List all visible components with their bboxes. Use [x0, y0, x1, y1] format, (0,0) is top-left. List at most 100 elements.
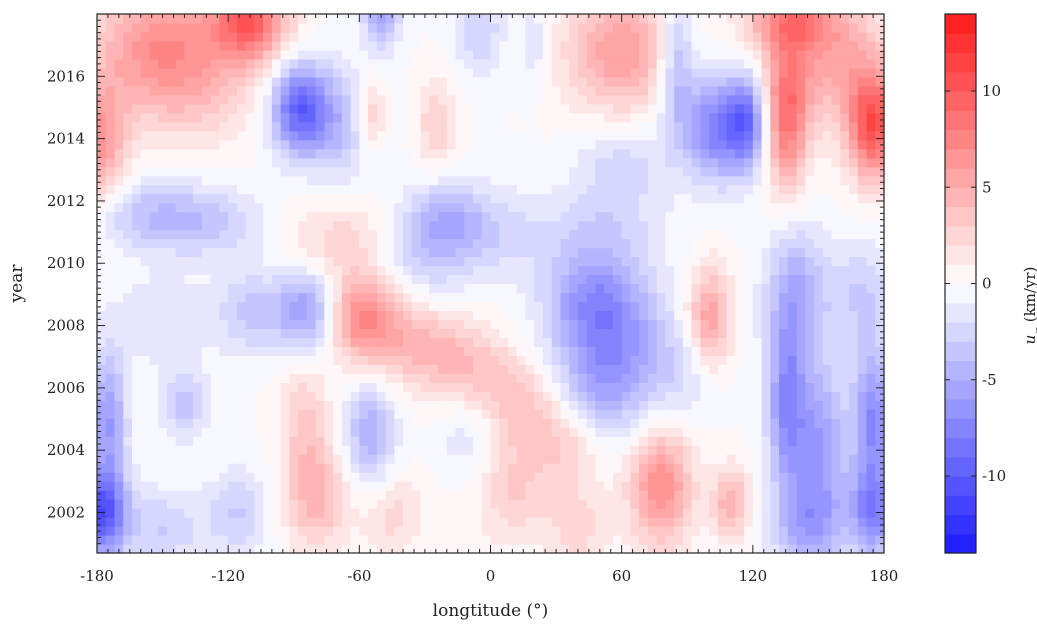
heatmap-cell: [315, 238, 325, 249]
heatmap-cell: [429, 418, 439, 428]
heatmap-cell: [682, 283, 693, 294]
heatmap-cell: [726, 445, 736, 455]
heatmap-cell: [604, 76, 614, 87]
heatmap-cell: [254, 292, 264, 303]
heatmap-cell: [682, 139, 693, 150]
heatmap-cell: [630, 112, 640, 123]
heatmap-cell: [306, 292, 317, 303]
heatmap-cell: [429, 94, 439, 105]
heatmap-cell: [298, 76, 308, 87]
heatmap-cell: [263, 283, 273, 294]
heatmap-cell: [639, 283, 649, 294]
heatmap-cell: [105, 310, 116, 321]
heatmap-cell: [298, 517, 308, 527]
heatmap-cell: [97, 220, 107, 231]
heatmap-cell: [473, 148, 483, 159]
heatmap-cell: [376, 517, 387, 527]
heatmap-cell: [464, 454, 474, 464]
heatmap-cell: [551, 463, 562, 473]
heatmap-cell: [193, 463, 203, 473]
heatmap-cell: [201, 346, 212, 356]
heatmap-cell: [324, 526, 334, 536]
heatmap-cell: [525, 481, 535, 491]
heatmap-cell: [840, 175, 850, 186]
heatmap-cell: [656, 58, 666, 69]
heatmap-cell: [586, 436, 597, 446]
heatmap-cell: [193, 445, 203, 455]
heatmap-cell: [682, 373, 693, 383]
heatmap-cell: [446, 229, 457, 240]
heatmap-cell: [709, 76, 719, 87]
heatmap-cell: [394, 382, 404, 392]
heatmap-cell: [595, 247, 605, 258]
heatmap-cell: [403, 103, 413, 114]
heatmap-cell: [516, 121, 527, 132]
heatmap-cell: [315, 382, 325, 392]
heatmap-cell: [866, 67, 876, 78]
heatmap-cell: [219, 544, 229, 554]
heatmap-cell: [674, 427, 684, 437]
heatmap-cell: [473, 400, 483, 410]
heatmap-cell: [298, 400, 308, 410]
heatmap-cell: [674, 247, 684, 258]
heatmap-cell: [577, 256, 588, 267]
heatmap-cell: [560, 283, 570, 294]
heatmap-cell: [350, 436, 360, 446]
heatmap-cell: [857, 427, 868, 437]
heatmap-cell: [175, 238, 186, 249]
heatmap-cell: [420, 328, 430, 338]
heatmap-cell: [263, 544, 273, 554]
heatmap-cell: [97, 535, 107, 545]
heatmap-cell: [228, 454, 238, 464]
heatmap-cell: [97, 238, 107, 249]
heatmap-cell: [709, 292, 719, 303]
heatmap-cell: [586, 229, 597, 240]
heatmap-cell: [682, 319, 693, 330]
heatmap-cell: [193, 364, 203, 374]
heatmap-cell: [105, 472, 116, 482]
heatmap-cell: [306, 301, 317, 312]
heatmap-cell: [324, 490, 334, 500]
heatmap-cell: [490, 409, 500, 419]
heatmap-cell: [647, 328, 658, 338]
heatmap-cell: [298, 166, 308, 177]
heatmap-cell: [849, 364, 859, 374]
heatmap-cell: [630, 265, 640, 276]
heatmap-cell: [796, 238, 806, 249]
heatmap-cell: [831, 544, 841, 554]
heatmap-cell: [420, 76, 430, 87]
heatmap-cell: [630, 184, 640, 195]
heatmap-cell: [394, 283, 404, 294]
heatmap-cell: [201, 364, 212, 374]
heatmap-cell: [490, 94, 500, 105]
heatmap-cell: [709, 139, 719, 150]
heatmap-cell: [822, 490, 833, 500]
heatmap-cell: [473, 220, 483, 231]
heatmap-cell: [717, 517, 728, 527]
heatmap-cell: [814, 166, 824, 177]
heatmap-cell: [333, 175, 343, 186]
heatmap-cell: [656, 499, 666, 509]
heatmap-cell: [752, 517, 763, 527]
heatmap-cell: [446, 508, 457, 518]
heatmap-cell: [158, 49, 168, 60]
heatmap-cell: [131, 472, 142, 482]
heatmap-cell: [254, 499, 264, 509]
heatmap-cell: [787, 526, 798, 536]
heatmap-cell: [201, 328, 212, 338]
heatmap-cell: [744, 319, 754, 330]
heatmap-cell: [324, 535, 334, 545]
heatmap-cell: [604, 544, 614, 554]
heatmap-cell: [368, 229, 378, 240]
heatmap-cell: [691, 157, 701, 168]
heatmap-cell: [315, 121, 325, 132]
heatmap-cell: [849, 58, 859, 69]
heatmap-cell: [744, 481, 754, 491]
heatmap-cell: [350, 211, 360, 222]
heatmap-cell: [490, 211, 500, 222]
heatmap-cell: [446, 499, 457, 509]
heatmap-cell: [621, 229, 632, 240]
heatmap-cell: [534, 391, 544, 401]
heatmap-cell: [280, 238, 290, 249]
heatmap-cell: [341, 445, 352, 455]
